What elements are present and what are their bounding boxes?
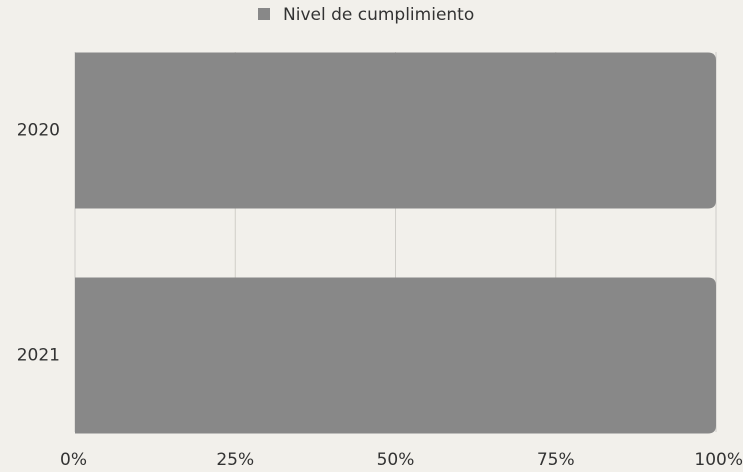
x-tick-label: 100%	[694, 450, 743, 470]
bar	[75, 52, 716, 209]
y-tick-label: 2020	[17, 121, 60, 141]
bar	[75, 277, 716, 434]
x-tick-label: 50%	[377, 450, 415, 470]
x-tick-label: 0%	[60, 450, 87, 470]
x-tick-label: 75%	[537, 450, 575, 470]
legend-label: Nivel de cumplimiento	[283, 5, 474, 25]
x-tick-label: 25%	[216, 450, 254, 470]
legend-swatch	[258, 8, 270, 20]
y-tick-label: 2021	[17, 346, 60, 366]
